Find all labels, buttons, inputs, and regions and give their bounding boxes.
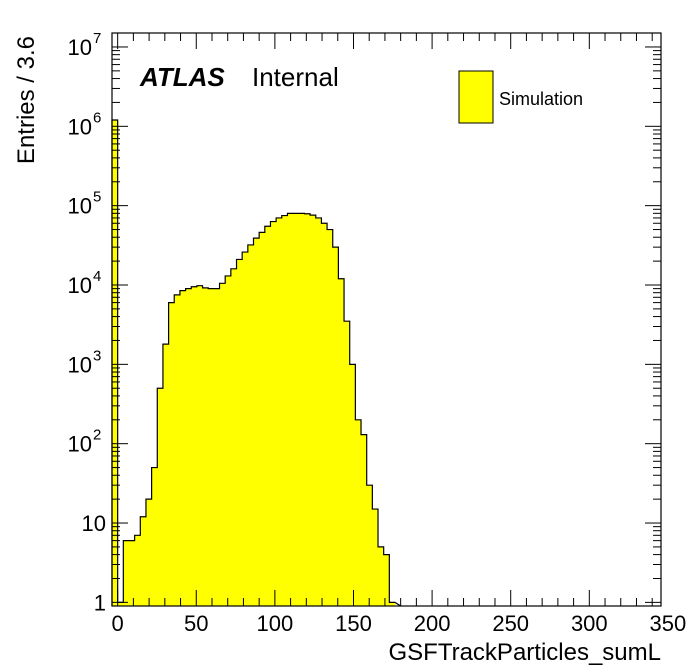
histogram-bar xyxy=(378,546,384,606)
histogram-bar xyxy=(196,285,203,606)
x-tick-label: 300 xyxy=(571,611,608,636)
internal-label: Internal xyxy=(252,62,339,92)
histogram-bar xyxy=(310,215,317,607)
axis-ticks xyxy=(112,33,661,606)
y-tick-label: 10 xyxy=(68,432,92,457)
histogram-bar xyxy=(151,467,158,606)
histogram-bar xyxy=(242,252,249,606)
plot-frame xyxy=(111,32,662,607)
histogram-bar xyxy=(389,602,396,606)
histogram-bar xyxy=(259,232,266,606)
histogram-bar xyxy=(338,278,345,606)
histogram-bar xyxy=(162,344,169,606)
histogram-bar xyxy=(202,287,209,606)
histogram-bar xyxy=(225,275,232,606)
y-tick-label: 1 xyxy=(94,590,106,615)
y-tick-exponent: 5 xyxy=(93,189,101,206)
histogram-bar xyxy=(208,288,215,606)
histogram-bar xyxy=(344,321,351,606)
histogram-bar xyxy=(372,509,379,606)
histogram-bar xyxy=(281,215,288,606)
histogram-bar xyxy=(117,602,124,606)
histogram-bar xyxy=(191,286,198,606)
histogram-bar xyxy=(287,213,294,606)
y-tick-label: 10 xyxy=(68,273,92,298)
x-tick-labels: 0 50 100 150 200 250 300 350 xyxy=(112,611,687,636)
histogram-bar xyxy=(179,290,186,606)
legend-label-simulation: Simulation xyxy=(499,89,583,109)
histogram-bar xyxy=(298,213,305,606)
y-tick-exponent: 3 xyxy=(93,347,101,364)
histogram-bar xyxy=(332,247,339,606)
histogram-bar xyxy=(276,217,283,606)
histogram-bar xyxy=(213,288,220,606)
y-tick-label: 10 xyxy=(68,194,92,219)
y-tick-exponent: 6 xyxy=(93,109,101,126)
y-tick-label: 10 xyxy=(68,35,92,60)
y-tick-exponent: 4 xyxy=(93,268,101,285)
y-axis-title: Entries / 3.6 xyxy=(13,36,40,164)
histogram-bar xyxy=(327,229,334,607)
histogram-bar xyxy=(253,238,260,606)
histogram-bar xyxy=(270,221,277,606)
atlas-label: ATLAS xyxy=(139,62,225,92)
histogram-bar xyxy=(168,302,175,606)
histogram-bar xyxy=(128,540,135,606)
y-tick-exponent: 2 xyxy=(93,427,101,444)
x-tick-label: 0 xyxy=(112,611,124,636)
histogram-bar xyxy=(230,268,237,606)
x-tick-label: 100 xyxy=(257,611,294,636)
histogram-bar xyxy=(123,540,130,606)
histogram-bars xyxy=(112,120,396,607)
histogram-bar xyxy=(293,213,300,606)
legend-swatch-simulation xyxy=(458,70,494,124)
histogram-outline xyxy=(111,119,401,607)
histogram-bar xyxy=(174,294,181,606)
histogram-bar xyxy=(134,535,141,606)
histogram-bar xyxy=(304,213,311,606)
histogram-bar xyxy=(247,244,254,607)
histogram-bar xyxy=(140,516,147,606)
histogram-bar xyxy=(349,364,356,606)
histogram-bar xyxy=(185,288,192,606)
histogram-bar xyxy=(361,434,367,606)
x-tick-label: 50 xyxy=(184,611,208,636)
y-tick-label: 10 xyxy=(82,511,106,536)
histogram-bar xyxy=(112,120,118,606)
histogram-bar xyxy=(219,283,226,606)
x-tick-label: 350 xyxy=(650,611,687,636)
y-tick-label: 10 xyxy=(68,352,92,377)
x-tick-label: 250 xyxy=(492,611,529,636)
histogram-bar xyxy=(355,419,362,606)
histogram-bar xyxy=(157,388,164,606)
x-axis-title: GSFTrackParticles_sumL xyxy=(388,639,661,666)
x-tick-label: 200 xyxy=(414,611,451,636)
y-tick-exponent: 7 xyxy=(93,30,101,47)
histogram-bar xyxy=(264,226,271,606)
histogram-bar xyxy=(145,499,152,606)
histogram-bar xyxy=(383,554,390,606)
histogram-bar xyxy=(321,223,328,606)
x-tick-label: 150 xyxy=(335,611,372,636)
histogram-bar xyxy=(366,485,373,606)
histogram-bar xyxy=(315,217,322,606)
histogram-bar xyxy=(236,259,243,606)
y-tick-label: 10 xyxy=(68,114,92,139)
